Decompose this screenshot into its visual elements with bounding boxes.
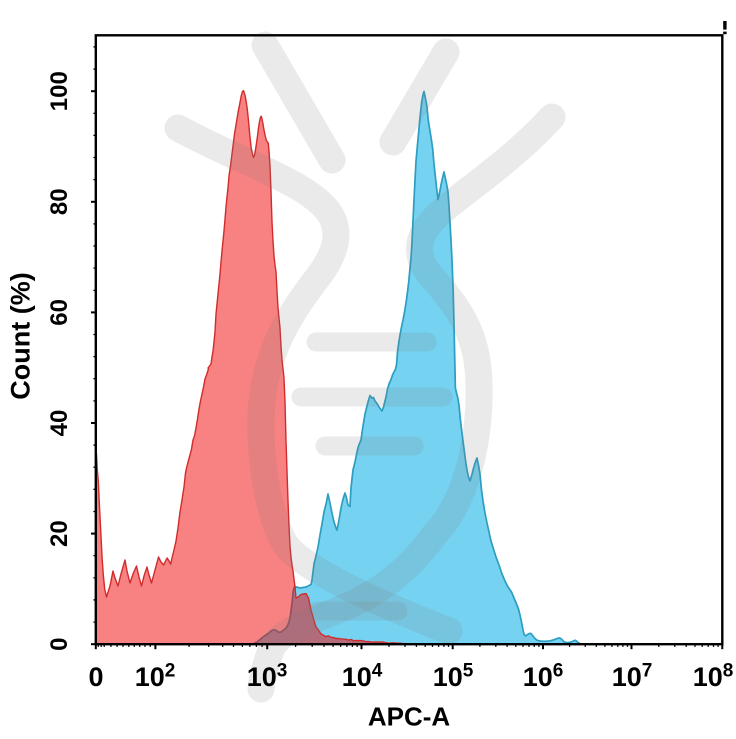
- svg-text:0: 0: [88, 662, 103, 692]
- svg-text:20: 20: [46, 520, 73, 547]
- svg-text:100: 100: [46, 71, 73, 111]
- svg-text:APC-A: APC-A: [368, 702, 451, 732]
- svg-text:60: 60: [46, 299, 73, 326]
- svg-text:Count (%): Count (%): [6, 272, 36, 399]
- svg-text:0: 0: [46, 638, 73, 651]
- svg-text:108: 108: [693, 661, 734, 693]
- svg-text:103: 103: [247, 661, 288, 693]
- svg-text:106: 106: [523, 661, 564, 693]
- svg-text:80: 80: [46, 188, 73, 215]
- svg-text:40: 40: [46, 410, 73, 437]
